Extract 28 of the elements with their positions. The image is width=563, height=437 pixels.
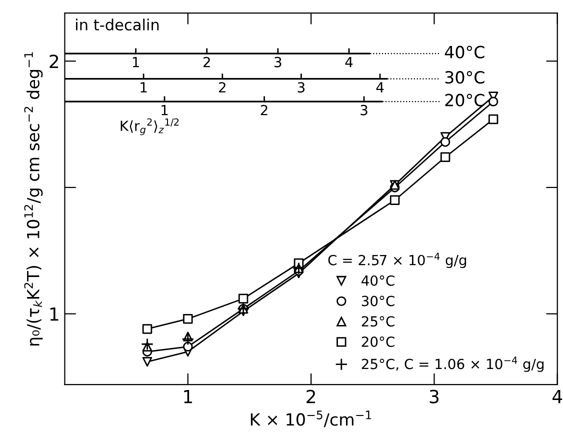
- legend-label: 25°C, C = 1.06 × 10$^{−4}$ g/g: [362, 356, 544, 372]
- x-tick-label: 2: [306, 390, 315, 404]
- annotation: 1: [140, 82, 147, 92]
- legend-label: 40°C: [362, 275, 394, 286]
- annotation: K⟨r$_{g}$$^{2}$⟩$_{z}$$^{1/2}$: [120, 118, 179, 136]
- annotation: 4: [345, 57, 353, 68]
- x-tick-label: 1: [184, 390, 192, 404]
- annotation: 2: [260, 104, 268, 116]
- legend-title: C = 2.57 × 10$^{−4}$ g/g: [328, 252, 466, 268]
- annotation: 2: [218, 82, 226, 92]
- ref-line-label: 20°C: [445, 94, 484, 106]
- legend-label: 30°C: [362, 296, 394, 306]
- x-axis-title: K × 10$^{−5}$/cm$^{−1}$: [250, 410, 372, 428]
- annotation: 3: [298, 82, 305, 93]
- annotation: 1: [132, 57, 139, 68]
- ref-line-label: 30°C: [445, 71, 484, 84]
- ref-line-label: 40°C: [444, 46, 484, 58]
- legend-label: 20°C: [362, 336, 394, 348]
- annotation: 3: [360, 104, 368, 116]
- chart-title: in t-decalin: [76, 18, 159, 31]
- text: η₀/(τ$_{k}$K$^{2}$T) × 10$^{12}$/g cm sec$^{−2}$ deg$^{−1}$: [24, 52, 43, 346]
- annotation: 3: [274, 56, 282, 68]
- legend-label: 25°C: [362, 316, 394, 327]
- annotation: 2: [203, 56, 210, 68]
- annotation: 1: [162, 105, 168, 116]
- x-tick-label: 3: [430, 390, 439, 404]
- annotation: 4: [376, 82, 384, 92]
- x-tick-label: 4: [552, 390, 562, 404]
